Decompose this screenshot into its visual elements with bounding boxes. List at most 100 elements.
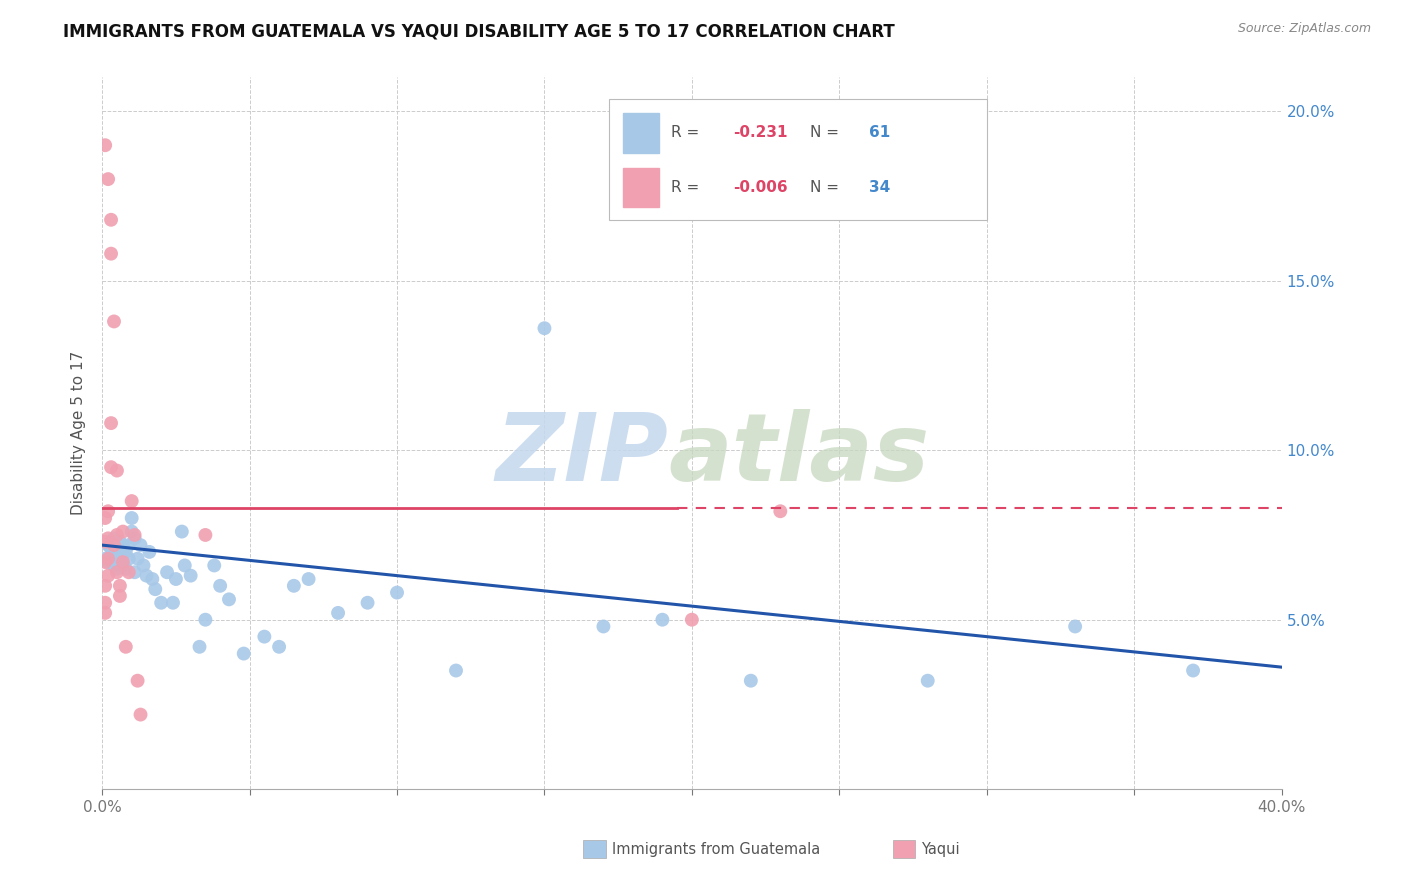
Point: [114, 640, 136, 654]
Point: [356, 596, 378, 610]
Point: [100, 534, 122, 549]
Point: [1182, 664, 1205, 678]
Point: [253, 630, 276, 644]
Point: [135, 568, 157, 582]
Point: [100, 212, 122, 227]
Point: [297, 572, 319, 586]
Point: [94, 555, 117, 569]
Point: [1064, 619, 1087, 633]
Point: [283, 579, 305, 593]
Point: [94, 579, 117, 593]
Text: N =: N =: [810, 180, 844, 195]
Point: [444, 664, 467, 678]
Point: [105, 464, 128, 478]
Point: [105, 562, 128, 576]
Point: [97, 532, 120, 546]
Point: [111, 558, 134, 573]
Point: [100, 416, 122, 430]
Point: [132, 558, 155, 573]
Text: -0.231: -0.231: [733, 126, 787, 140]
Point: [97, 504, 120, 518]
Point: [118, 538, 141, 552]
Text: Yaqui: Yaqui: [921, 842, 959, 856]
Point: [194, 528, 217, 542]
Point: [94, 534, 117, 549]
Text: Immigrants from Guatemala: Immigrants from Guatemala: [612, 842, 820, 856]
Point: [108, 545, 131, 559]
Point: [188, 640, 211, 654]
Point: [681, 613, 703, 627]
Point: [124, 532, 146, 546]
FancyBboxPatch shape: [623, 169, 659, 207]
Point: [103, 558, 125, 573]
Point: [269, 640, 291, 654]
Point: [100, 246, 122, 260]
Point: [385, 585, 408, 599]
Point: [108, 589, 131, 603]
Point: [103, 532, 125, 546]
Point: [103, 314, 125, 328]
Point: [138, 545, 160, 559]
Point: [165, 572, 187, 586]
Point: [143, 582, 166, 597]
Point: [141, 572, 163, 586]
Point: [94, 551, 117, 566]
Point: [94, 606, 117, 620]
Point: [97, 568, 120, 582]
Point: [124, 528, 146, 542]
Y-axis label: Disability Age 5 to 17: Disability Age 5 to 17: [72, 351, 86, 516]
Point: [150, 596, 173, 610]
Point: [94, 596, 117, 610]
Text: N =: N =: [810, 126, 844, 140]
Point: [105, 566, 128, 580]
Point: [111, 549, 134, 563]
Point: [173, 558, 195, 573]
Point: [218, 592, 240, 607]
Point: [105, 528, 128, 542]
Point: [111, 524, 134, 539]
Point: [111, 538, 134, 552]
Point: [209, 579, 232, 593]
Point: [121, 524, 143, 539]
Text: IMMIGRANTS FROM GUATEMALA VS YAQUI DISABILITY AGE 5 TO 17 CORRELATION CHART: IMMIGRANTS FROM GUATEMALA VS YAQUI DISAB…: [63, 22, 896, 40]
Point: [94, 511, 117, 525]
Point: [103, 545, 125, 559]
Point: [100, 460, 122, 475]
Point: [129, 538, 152, 552]
Point: [162, 596, 184, 610]
Text: R =: R =: [671, 180, 704, 195]
FancyBboxPatch shape: [623, 113, 659, 153]
Point: [114, 562, 136, 576]
Point: [180, 568, 202, 582]
Point: [103, 538, 125, 552]
Text: atlas: atlas: [668, 409, 929, 500]
Point: [156, 566, 179, 580]
Point: [533, 321, 555, 335]
Point: [917, 673, 939, 688]
Point: [97, 555, 120, 569]
Point: [97, 551, 120, 566]
Point: [592, 619, 614, 633]
Point: [97, 172, 120, 186]
Point: [118, 566, 141, 580]
Point: [124, 566, 146, 580]
Point: [111, 555, 134, 569]
Point: [202, 558, 225, 573]
Text: R =: R =: [671, 126, 704, 140]
Point: [121, 511, 143, 525]
Point: [121, 494, 143, 508]
Point: [108, 579, 131, 593]
Point: [170, 524, 193, 539]
Point: [651, 613, 673, 627]
Point: [105, 538, 128, 552]
Text: ZIP: ZIP: [495, 409, 668, 500]
Text: -0.006: -0.006: [733, 180, 787, 195]
Point: [194, 613, 217, 627]
Text: Source: ZipAtlas.com: Source: ZipAtlas.com: [1237, 22, 1371, 36]
Point: [127, 673, 149, 688]
FancyBboxPatch shape: [609, 99, 987, 219]
Point: [100, 541, 122, 556]
Text: 61: 61: [869, 126, 890, 140]
Text: 34: 34: [869, 180, 890, 195]
Point: [127, 551, 149, 566]
